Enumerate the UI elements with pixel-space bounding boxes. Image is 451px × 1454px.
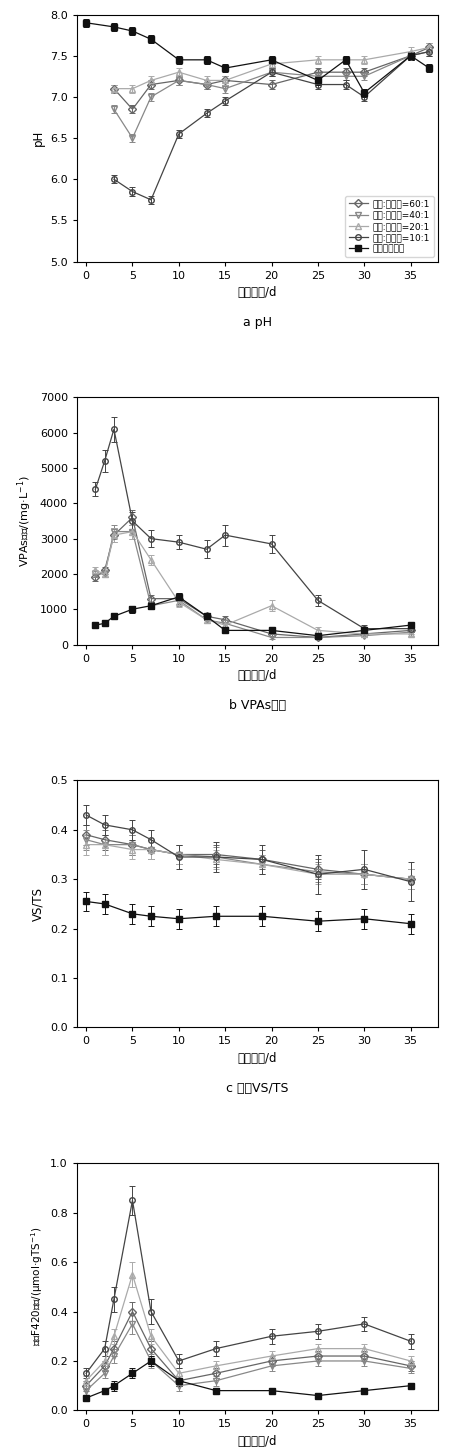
Y-axis label: 辅酶F420浓度/(μmol·gTS$^{-1}$): 辅酶F420浓度/(μmol·gTS$^{-1}$) [29,1227,44,1346]
X-axis label: 消化时间/d: 消化时间/d [237,1435,277,1448]
X-axis label: 消化时间/d: 消化时间/d [237,286,277,300]
X-axis label: 消化时间/d: 消化时间/d [237,669,277,682]
Text: a pH: a pH [243,316,272,329]
Y-axis label: VPAs浓度/(mg·L$^{-1}$): VPAs浓度/(mg·L$^{-1}$) [15,475,34,567]
Legend: 污泥:渗滤液=60:1, 污泥:渗滤液=40:1, 污泥:渗滤液=20:1, 污泥:渗滤液=10:1, 污泥单独消化: 污泥:渗滤液=60:1, 污泥:渗滤液=40:1, 污泥:渗滤液=20:1, 污… [344,196,433,257]
Text: b VPAs浓度: b VPAs浓度 [229,699,285,712]
X-axis label: 消化时间/d: 消化时间/d [237,1053,277,1064]
Text: c 沼液VS/TS: c 沼液VS/TS [226,1082,288,1095]
Y-axis label: VS/TS: VS/TS [32,887,44,920]
Y-axis label: pH: pH [32,129,44,147]
